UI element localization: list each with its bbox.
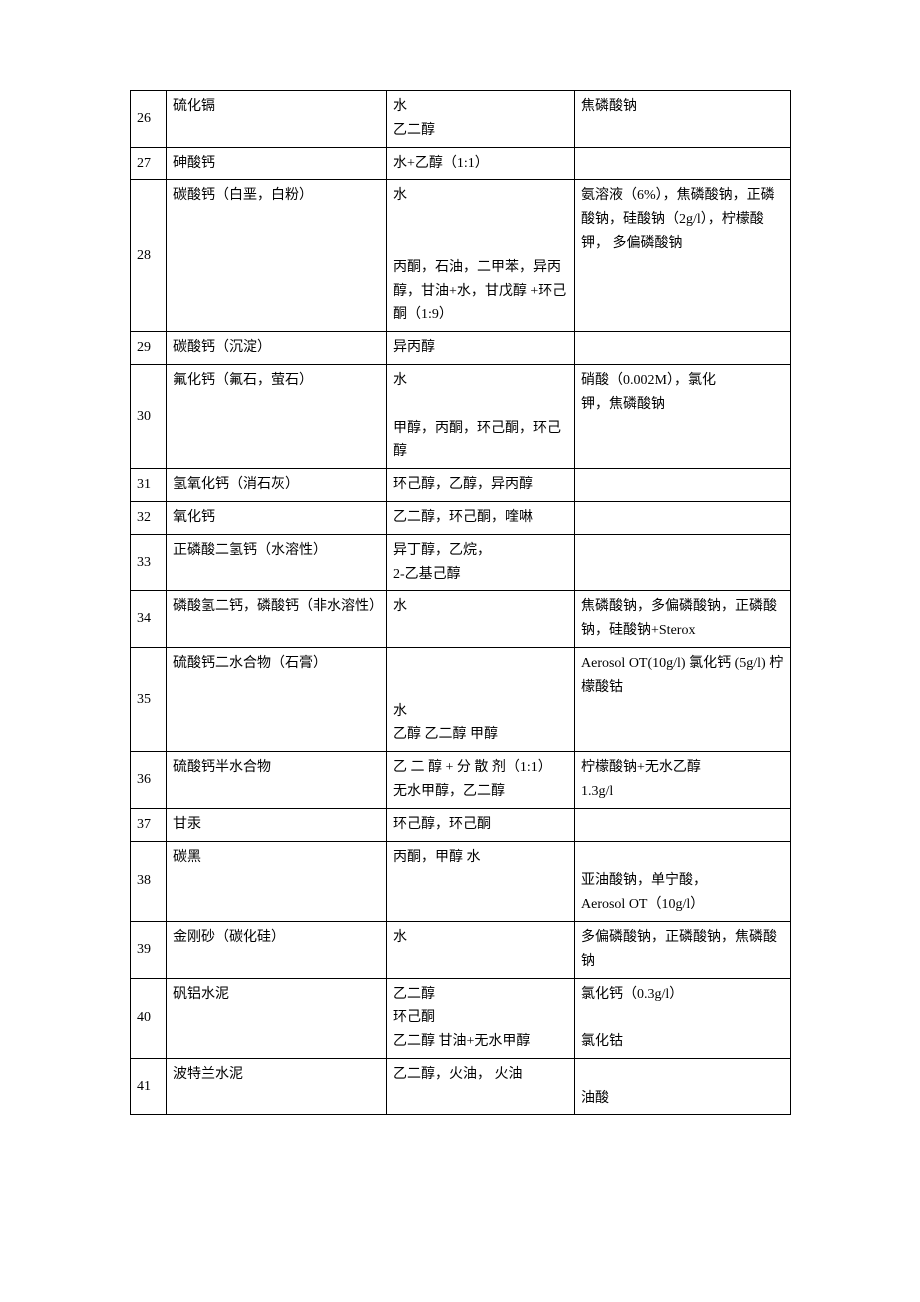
solvent-cell: 环己醇，乙醇，异丙醇 [387,469,575,502]
row-number: 38 [131,841,167,921]
table-row: 33正磷酸二氢钙（水溶性）异丁醇，乙烷，2-乙基己醇 [131,534,791,591]
solvent-cell: 异丙醇 [387,332,575,365]
table-row: 30氟化钙（氟石，萤石）水 甲醇，丙酮，环己酮，环己醇 硝酸（0.002M），氯… [131,364,791,468]
solvent-cell: 乙二醇环己酮乙二醇 甘油+无水甲醇 [387,978,575,1058]
row-number: 40 [131,978,167,1058]
table-row: 38碳黑丙酮，甲醇 水 亚油酸钠，单宁酸，Aerosol OT（10g/l） [131,841,791,921]
material-cell: 磷酸氢二钙，磷酸钙（非水溶性） [167,591,387,648]
table-row: 27砷酸钙水+乙醇（1:1） [131,147,791,180]
dispersant-cell: 柠檬酸钠+无水乙醇1.3g/l [575,752,791,809]
row-number: 26 [131,91,167,148]
dispersant-cell: 焦磷酸钠 [575,91,791,148]
solvent-cell: 水 [387,591,575,648]
material-cell: 氧化钙 [167,501,387,534]
dispersant-cell: 焦磷酸钠，多偏磷酸钠，正磷酸钠，硅酸钠+Sterox [575,591,791,648]
table-row: 31氢氧化钙（消石灰）环己醇，乙醇，异丙醇 [131,469,791,502]
row-number: 33 [131,534,167,591]
material-cell: 硫酸钙半水合物 [167,752,387,809]
dispersant-cell: 油酸 [575,1058,791,1115]
material-cell: 正磷酸二氢钙（水溶性） [167,534,387,591]
dispersant-cell: 硝酸（0.002M），氯化钾，焦磷酸钠 [575,364,791,468]
material-cell: 硫酸钙二水合物（石膏） [167,647,387,751]
row-number: 31 [131,469,167,502]
material-cell: 氟化钙（氟石，萤石） [167,364,387,468]
solvent-cell: 水 [387,921,575,978]
table-row: 26硫化镉水乙二醇焦磷酸钠 [131,91,791,148]
dispersant-cell: Aerosol OT(10g/l) 氯化钙 (5g/l) 柠檬酸钴 [575,647,791,751]
dispersant-cell: 亚油酸钠，单宁酸，Aerosol OT（10g/l） [575,841,791,921]
solvent-cell: 丙酮，甲醇 水 [387,841,575,921]
table-row: 41波特兰水泥乙二醇，火油， 火油 油酸 [131,1058,791,1115]
table-row: 34磷酸氢二钙，磷酸钙（非水溶性）水焦磷酸钠，多偏磷酸钠，正磷酸钠，硅酸钠+St… [131,591,791,648]
page-container: 26硫化镉水乙二醇焦磷酸钠27砷酸钙水+乙醇（1:1） 28碳酸钙（白垩，白粉）… [130,90,790,1115]
dispersant-cell [575,534,791,591]
material-cell: 碳酸钙（沉淀） [167,332,387,365]
material-cell: 硫化镉 [167,91,387,148]
row-number: 27 [131,147,167,180]
row-number: 30 [131,364,167,468]
table-row: 35硫酸钙二水合物（石膏） 水乙醇 乙二醇 甲醇Aerosol OT(10g/l… [131,647,791,751]
material-cell: 氢氧化钙（消石灰） [167,469,387,502]
material-cell: 甘汞 [167,808,387,841]
material-cell: 波特兰水泥 [167,1058,387,1115]
material-cell: 碳酸钙（白垩，白粉） [167,180,387,332]
row-number: 36 [131,752,167,809]
table-row: 29碳酸钙（沉淀）异丙醇 [131,332,791,365]
dispersant-cell [575,147,791,180]
table-row: 28碳酸钙（白垩，白粉）水 丙酮，石油，二甲苯，异丙醇，甘油+水，甘戊醇 +环己… [131,180,791,332]
solvent-cell: 异丁醇，乙烷，2-乙基己醇 [387,534,575,591]
solvent-cell: 水乙醇 乙二醇 甲醇 [387,647,575,751]
table-row: 36硫酸钙半水合物乙 二 醇 + 分 散 剂（1:1）无水甲醇，乙二醇柠檬酸钠+… [131,752,791,809]
table-row: 32氧化钙乙二醇，环己酮，喹啉 [131,501,791,534]
solvent-cell: 水乙二醇 [387,91,575,148]
solvent-cell: 乙二醇，火油， 火油 [387,1058,575,1115]
solvent-cell: 水 甲醇，丙酮，环己酮，环己醇 [387,364,575,468]
solvent-cell: 水 丙酮，石油，二甲苯，异丙醇，甘油+水，甘戊醇 +环己酮（1:9） [387,180,575,332]
row-number: 39 [131,921,167,978]
dispersant-cell: 氯化钙（0.3g/l） 氯化钴 [575,978,791,1058]
dispersant-cell [575,332,791,365]
solvent-cell: 乙二醇，环己酮，喹啉 [387,501,575,534]
solvent-cell: 水+乙醇（1:1） [387,147,575,180]
row-number: 37 [131,808,167,841]
dispersant-cell [575,501,791,534]
row-number: 32 [131,501,167,534]
dispersant-cell: 氨溶液（6%），焦磷酸钠，正磷酸钠，硅酸钠（2g/l），柠檬酸钾， 多偏磷酸钠 [575,180,791,332]
materials-table: 26硫化镉水乙二醇焦磷酸钠27砷酸钙水+乙醇（1:1） 28碳酸钙（白垩，白粉）… [130,90,791,1115]
material-cell: 砷酸钙 [167,147,387,180]
material-cell: 矾铝水泥 [167,978,387,1058]
table-row: 40矾铝水泥乙二醇环己酮乙二醇 甘油+无水甲醇氯化钙（0.3g/l） 氯化钴 [131,978,791,1058]
table-row: 37甘汞环己醇，环己酮 [131,808,791,841]
material-cell: 碳黑 [167,841,387,921]
solvent-cell: 环己醇，环己酮 [387,808,575,841]
row-number: 41 [131,1058,167,1115]
row-number: 28 [131,180,167,332]
row-number: 34 [131,591,167,648]
dispersant-cell: 多偏磷酸钠，正磷酸钠，焦磷酸钠 [575,921,791,978]
row-number: 29 [131,332,167,365]
row-number: 35 [131,647,167,751]
dispersant-cell [575,469,791,502]
material-cell: 金刚砂（碳化硅） [167,921,387,978]
solvent-cell: 乙 二 醇 + 分 散 剂（1:1）无水甲醇，乙二醇 [387,752,575,809]
dispersant-cell [575,808,791,841]
table-row: 39金刚砂（碳化硅）水多偏磷酸钠，正磷酸钠，焦磷酸钠 [131,921,791,978]
